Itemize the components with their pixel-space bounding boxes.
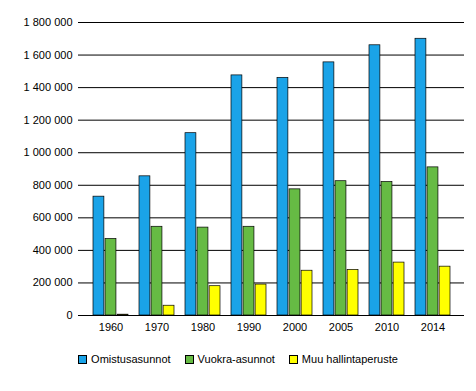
svg-text:1990: 1990: [237, 321, 261, 333]
svg-text:200 000: 200 000: [33, 276, 73, 288]
svg-text:1 800 000: 1 800 000: [24, 16, 73, 28]
svg-text:1960: 1960: [99, 321, 123, 333]
html-text:Muu hallintaperuste: Muu hallintaperuste: [301, 353, 398, 365]
svg-text:0: 0: [66, 309, 72, 321]
svg-text:2010: 2010: [375, 321, 399, 333]
svg-text:1 200 000: 1 200 000: [24, 114, 73, 126]
svg-text:1 600 000: 1 600 000: [24, 49, 73, 61]
svg-text:1 000 000: 1 000 000: [24, 146, 73, 158]
svg-text:400 000: 400 000: [33, 244, 73, 256]
svg-text:2000: 2000: [283, 321, 307, 333]
svg-text:800 000: 800 000: [33, 179, 73, 191]
html-text:Vuokra-asunnot: Vuokra-asunnot: [197, 353, 275, 365]
svg-text:1 400 000: 1 400 000: [24, 81, 73, 93]
svg-text:1970: 1970: [145, 321, 169, 333]
svg-text:600 000: 600 000: [33, 211, 73, 223]
html-text:Omistusasunnot: Omistusasunnot: [91, 353, 171, 365]
svg-text:2005: 2005: [329, 321, 353, 333]
svg-text:1980: 1980: [191, 321, 215, 333]
svg-text:2014: 2014: [421, 321, 445, 333]
